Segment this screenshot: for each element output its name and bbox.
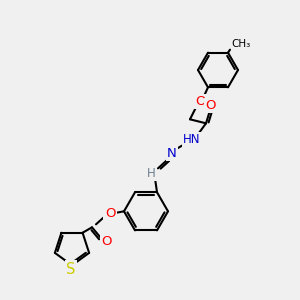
Text: S: S xyxy=(66,262,76,277)
Text: H: H xyxy=(147,167,155,180)
Text: CH₃: CH₃ xyxy=(231,39,250,49)
Text: N: N xyxy=(167,147,177,160)
Text: O: O xyxy=(206,99,216,112)
Text: HN: HN xyxy=(183,133,201,146)
Text: O: O xyxy=(105,207,115,220)
Text: O: O xyxy=(195,95,205,108)
Text: O: O xyxy=(102,235,112,248)
